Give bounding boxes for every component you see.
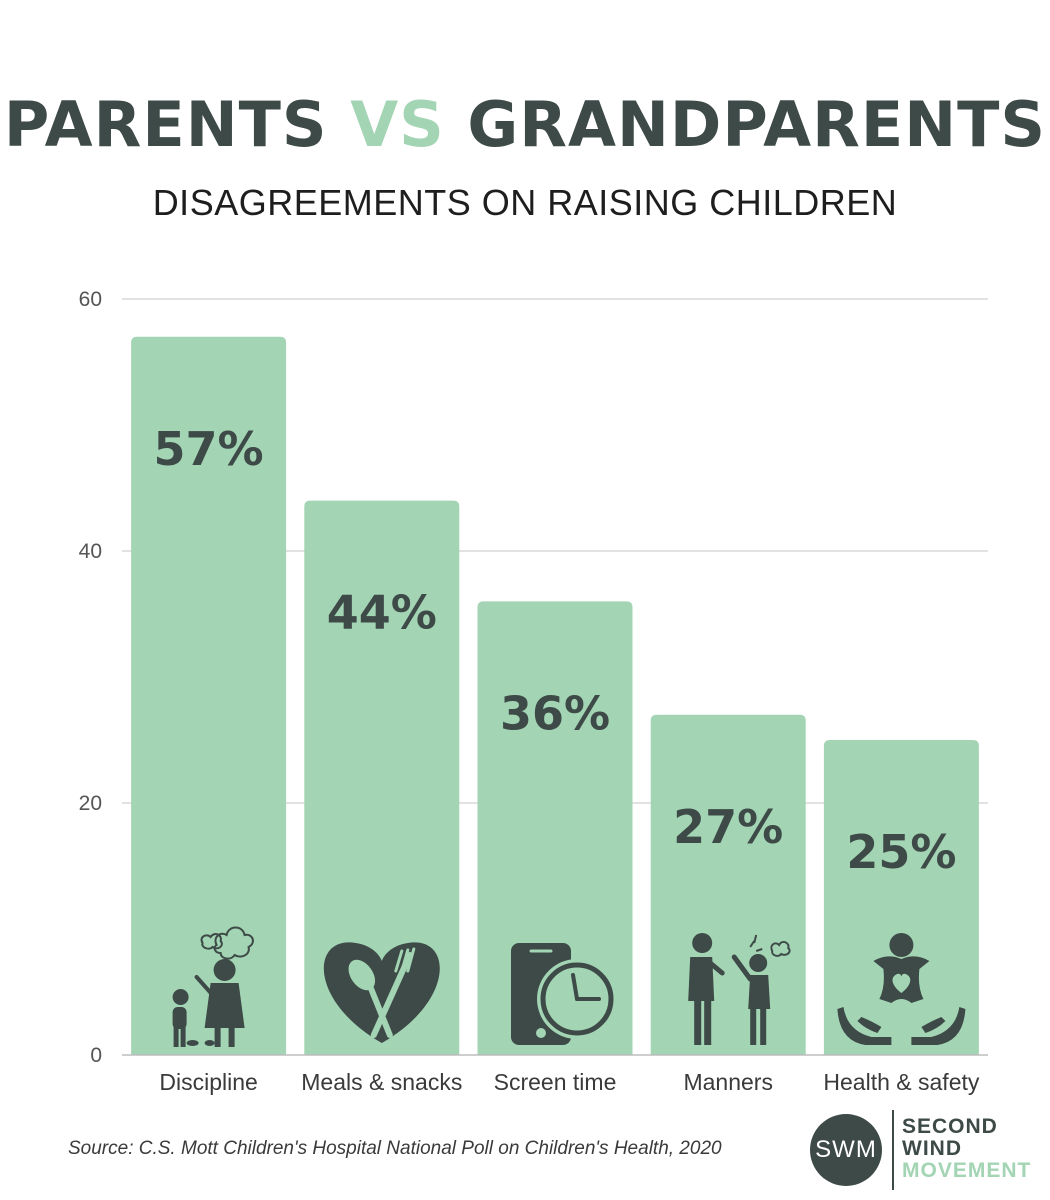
y-tick-label: 40 bbox=[79, 540, 102, 563]
bar-value-label: 36% bbox=[500, 686, 610, 740]
heart-spoon-fork-icon bbox=[323, 942, 440, 1043]
x-category-label: Screen time bbox=[494, 1069, 617, 1095]
logo-wordmark: SECOND WIND MOVEMENT bbox=[902, 1116, 1031, 1182]
bar-4 bbox=[823, 740, 979, 1055]
bar-value-label: 57% bbox=[154, 422, 264, 476]
chart-subtitle: DISAGREEMENTS ON RAISING CHILDREN bbox=[152, 182, 898, 223]
logo-line-movement: MOVEMENT bbox=[902, 1159, 1032, 1182]
bar-1 bbox=[304, 500, 460, 1056]
logo-divider bbox=[892, 1110, 894, 1190]
x-category-label: Health & safety bbox=[823, 1069, 979, 1095]
y-tick-label: 60 bbox=[79, 288, 102, 311]
bar-value-label: 44% bbox=[327, 586, 437, 640]
hands-holding-baby-icon bbox=[837, 933, 966, 1045]
bar-0 bbox=[131, 336, 287, 1055]
title-grandparents: GRANDPARENTS bbox=[467, 88, 1047, 161]
phone-clock-icon bbox=[511, 943, 617, 1045]
title-vs: VS bbox=[350, 88, 445, 161]
x-category-label: Meals & snacks bbox=[301, 1069, 462, 1095]
bar-3 bbox=[650, 714, 806, 1055]
bar-chart: 0 20 40 60 57% Discipline 44% Meals & snacks 36%… bbox=[79, 288, 988, 1095]
y-tick-label: 0 bbox=[90, 1044, 102, 1067]
x-category-label: Discipline bbox=[159, 1069, 257, 1095]
logo-monogram: SWM bbox=[810, 1114, 882, 1186]
arguing-people-icon bbox=[688, 933, 791, 1045]
source-note: Source: C.S. Mott Children's Hospital Na… bbox=[68, 1138, 722, 1159]
bar-value-label: 27% bbox=[673, 800, 783, 854]
x-category-label: Manners bbox=[683, 1069, 772, 1095]
y-tick-label: 20 bbox=[79, 792, 102, 815]
swm-logo: SWM SECOND WIND MOVEMENT bbox=[810, 1108, 1040, 1190]
bar-value-label: 25% bbox=[846, 825, 956, 879]
logo-line-second: SECOND bbox=[902, 1115, 998, 1138]
bar-2 bbox=[477, 601, 633, 1055]
logo-line-wind: WIND bbox=[902, 1137, 962, 1160]
grandparent-scolding-child-icon bbox=[172, 926, 254, 1047]
title-parents: PARENTS bbox=[3, 88, 328, 161]
chart-title: PARENTS VS GRANDPARENTS bbox=[0, 88, 1050, 161]
